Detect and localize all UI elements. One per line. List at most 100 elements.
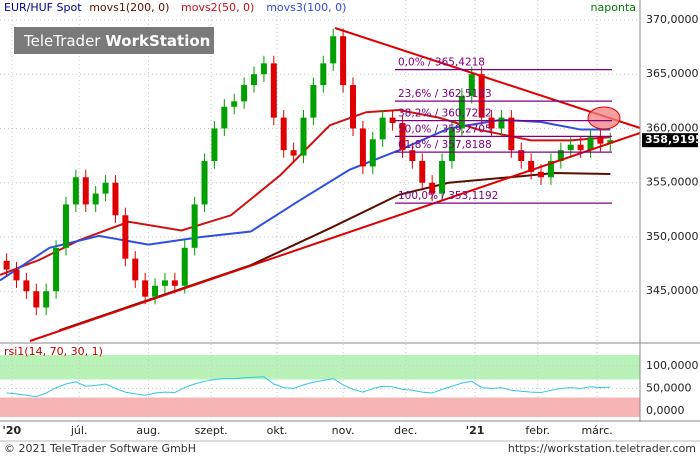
candle-body	[161, 280, 168, 286]
legend-entry: movs1(200, 0)	[89, 1, 169, 14]
logo-text: TeleTrader	[23, 32, 101, 50]
candle-body	[320, 63, 327, 86]
fib-label: 61,8% / 357,8188	[398, 139, 492, 151]
candle-body	[53, 247, 60, 292]
axis-background	[640, 0, 700, 422]
y-tick-label: 370,0000	[646, 13, 699, 26]
candle-body	[191, 204, 198, 248]
candle-body	[221, 106, 228, 129]
candle-body	[23, 280, 30, 292]
candle-body	[171, 280, 178, 286]
fib-label: 23,6% / 362,5183	[398, 88, 492, 100]
candle-body	[528, 161, 535, 172]
logo: TeleTrader WorkStation	[23, 32, 210, 50]
candle-body	[389, 117, 396, 124]
x-tick-label: febr.	[525, 424, 550, 437]
chart-title: EUR/HUF Spot	[4, 1, 82, 14]
candle-body	[181, 247, 188, 286]
logo-box	[14, 27, 214, 54]
x-tick-label: nov.	[332, 424, 355, 437]
candle-body	[547, 161, 554, 178]
candle-body	[330, 36, 337, 64]
candle-body	[607, 140, 614, 144]
candle-body	[488, 117, 495, 129]
candle-body	[112, 182, 119, 216]
y-tick-label: 355,0000	[646, 176, 699, 189]
y-tick-label: 345,0000	[646, 284, 699, 297]
y-tick-label: 100,0000	[646, 359, 699, 372]
candle-body	[260, 63, 267, 75]
candle-body	[201, 161, 208, 205]
footer-right: https://workstation.teletrader.com	[508, 442, 696, 455]
x-tick-label: aug.	[136, 424, 160, 437]
y-tick-label: 350,0000	[646, 230, 699, 243]
candle-body	[468, 74, 475, 96]
logo-text: WorkStation	[105, 32, 210, 50]
last-price-box	[642, 133, 698, 148]
highlight-ellipse	[587, 106, 621, 130]
candle-body	[211, 128, 218, 162]
candle-body	[419, 161, 426, 183]
candle-body	[82, 177, 89, 205]
candle-body	[3, 260, 10, 270]
last-price-label: 358,9195	[645, 133, 700, 146]
y-tick-label: 0,0000	[646, 404, 685, 417]
candle-body	[142, 280, 149, 297]
fib-label: 0,0% / 365,4218	[398, 57, 485, 69]
candle-body	[270, 63, 277, 118]
rsi-line	[6, 376, 611, 398]
legend-entry: movs2(50, 0)	[181, 1, 254, 14]
candle-body	[102, 182, 109, 194]
x-tick-label: '20	[3, 424, 22, 437]
y-tick-label: 50,0000	[646, 382, 692, 395]
oversold-band	[0, 397, 640, 417]
candle-body	[597, 137, 604, 144]
y-tick-label: 360,0000	[646, 121, 699, 134]
candle-body	[478, 74, 485, 118]
candle-body	[409, 150, 416, 162]
candle-body	[300, 117, 307, 156]
candle-body	[92, 193, 99, 205]
fib-label: 38,2% / 360,7222	[398, 108, 492, 120]
indicator-title: rsi1(14, 70, 30, 1)	[4, 345, 103, 358]
candle-body	[290, 150, 297, 156]
x-tick-label: okt.	[267, 424, 288, 437]
moving-average	[0, 118, 611, 282]
footer-left: © 2021 TeleTrader Software GmbH	[4, 442, 196, 455]
candle-body	[567, 144, 574, 151]
trend-line	[334, 27, 641, 129]
candle-body	[498, 117, 505, 129]
candle-body	[43, 291, 50, 308]
candle-body	[557, 150, 564, 162]
candle-body	[518, 150, 525, 162]
candle-body	[152, 285, 159, 297]
candle-body	[310, 85, 317, 118]
x-tick-label: szept.	[195, 424, 228, 437]
trend-line	[29, 132, 641, 342]
candle-body	[369, 139, 376, 167]
candle-body	[448, 128, 455, 162]
candle-body	[379, 117, 386, 140]
candle-body	[122, 215, 129, 259]
x-tick-label: júl.	[70, 424, 88, 437]
fib-label: 50,0% / 359,2705	[398, 123, 492, 135]
interval: naponta	[591, 1, 636, 14]
candle-body	[349, 85, 356, 129]
candle-body	[33, 291, 40, 308]
overbought-band	[0, 355, 640, 380]
candle-body	[132, 258, 139, 281]
candle-body	[508, 117, 515, 151]
candle-body	[251, 74, 258, 86]
candle-body	[359, 128, 366, 167]
fib-label: 100,0% / 353,1192	[398, 190, 498, 202]
candle-body	[280, 117, 287, 151]
candle-body	[72, 177, 79, 205]
candle-body	[13, 269, 20, 281]
x-tick-label: márc.	[581, 424, 612, 437]
candle-body	[577, 144, 584, 151]
candle-body	[458, 95, 465, 129]
candle-body	[439, 161, 446, 194]
candle-body	[231, 101, 238, 107]
candle-body	[62, 204, 69, 248]
